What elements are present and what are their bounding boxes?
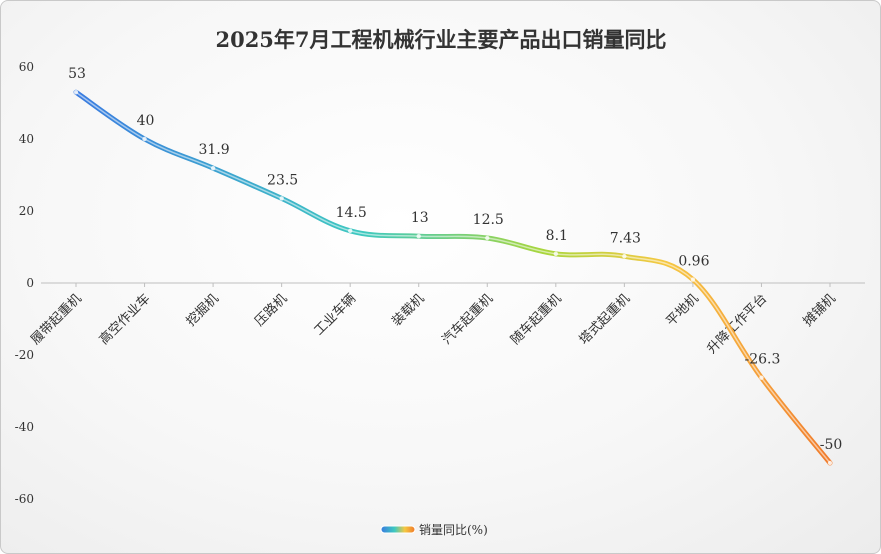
data-label: 8.1 xyxy=(546,228,568,244)
data-label: 53 xyxy=(68,66,86,82)
x-tick-label: 摊铺机 xyxy=(801,291,839,329)
y-tick-label: -60 xyxy=(15,492,34,506)
data-label: 13 xyxy=(411,210,429,226)
data-point[interactable] xyxy=(279,196,284,201)
series-line xyxy=(73,89,833,466)
data-point[interactable] xyxy=(210,165,216,171)
y-tick-label: -20 xyxy=(15,348,34,362)
x-tick-labels: 履带起重机 高空作业车 挖掘机 压路机 工业车辆 装载机 汽车起重机 随车起重机 塔式起重机 平地… xyxy=(28,283,839,357)
data-point[interactable] xyxy=(759,375,764,380)
data-point[interactable] xyxy=(485,235,490,241)
legend[interactable]: 销量同比(%) xyxy=(380,523,488,537)
x-tick-label: 压路机 xyxy=(252,291,291,330)
x-tick-label: 装载机 xyxy=(389,291,427,329)
data-label: 12.5 xyxy=(473,212,504,228)
y-tick-label: 0 xyxy=(26,276,34,290)
data-point[interactable] xyxy=(690,277,696,282)
data-point[interactable] xyxy=(553,251,559,257)
data-label: 7.43 xyxy=(610,230,641,246)
x-tick-label: 塔式起重机 xyxy=(576,291,633,348)
x-tick-label: 平地机 xyxy=(664,291,702,329)
x-tick-label: 高空作业车 xyxy=(96,291,153,348)
y-tick-label: 60 xyxy=(19,60,34,74)
data-point[interactable] xyxy=(827,460,833,466)
series-line-highlight xyxy=(75,91,831,464)
data-point[interactable] xyxy=(622,254,627,259)
x-tick-label: 挖掘机 xyxy=(184,291,222,329)
data-point[interactable] xyxy=(347,228,353,233)
data-label: 40 xyxy=(137,113,155,129)
x-tick-label: 随车起重机 xyxy=(507,291,564,348)
y-axis: 60 40 20 0 -20 -40 -60 xyxy=(15,60,34,506)
x-tick-label: 工业车辆 xyxy=(311,291,359,339)
data-label: -26.3 xyxy=(745,352,781,368)
data-label: 23.5 xyxy=(267,172,298,188)
data-point[interactable] xyxy=(142,136,147,142)
y-tick-label: 40 xyxy=(19,132,34,146)
chart-title: 2025年7月工程机械行业主要产品出口销量同比 xyxy=(215,27,666,52)
y-tick-label: -40 xyxy=(15,420,34,434)
data-point[interactable] xyxy=(416,234,421,239)
data-point[interactable] xyxy=(73,90,79,95)
x-tick-label: 汽车起重机 xyxy=(439,291,496,348)
data-labels: 53 40 31.9 23.5 14.5 13 12.5 8.1 7.43 0.96 -26.3 -5… xyxy=(68,66,842,453)
legend-swatch xyxy=(380,525,416,534)
data-label: 14.5 xyxy=(336,205,367,221)
data-label: 31.9 xyxy=(199,142,230,158)
y-tick-label: 20 xyxy=(19,204,34,218)
data-label: 0.96 xyxy=(678,254,709,270)
data-points xyxy=(73,90,833,466)
data-label: -50 xyxy=(820,437,843,453)
legend-label: 销量同比(%) xyxy=(419,523,488,537)
x-tick-label: 履带起重机 xyxy=(28,291,85,348)
